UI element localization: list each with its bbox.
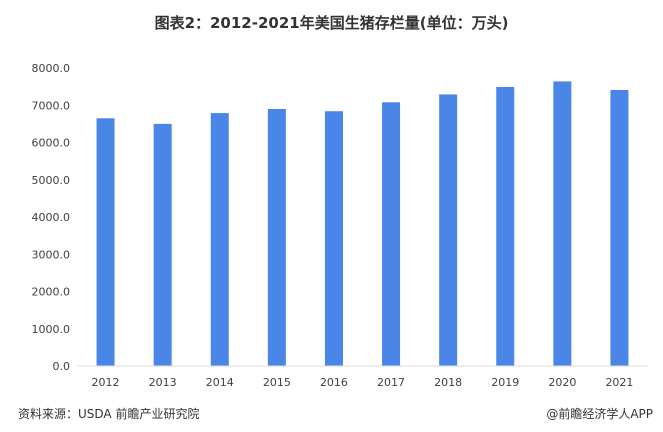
x-tick-label: 2014 xyxy=(206,376,234,389)
y-tick-label: 6000.0 xyxy=(32,137,71,150)
y-tick-label: 2000.0 xyxy=(32,286,71,299)
bar-2013 xyxy=(153,123,172,366)
y-tick-label: 0.0 xyxy=(53,360,71,373)
x-tick-label: 2012 xyxy=(92,376,120,389)
bar-2015 xyxy=(267,108,286,366)
bar-2014 xyxy=(210,113,229,366)
y-tick-label: 5000.0 xyxy=(32,174,71,187)
y-tick-label: 3000.0 xyxy=(32,248,71,261)
x-tick-label: 2019 xyxy=(491,376,519,389)
y-tick-label: 1000.0 xyxy=(32,323,71,336)
source-note: 资料来源：USDA 前瞻产业研究院 xyxy=(18,407,200,421)
y-tick-label: 8000.0 xyxy=(32,62,71,75)
x-tick-label: 2015 xyxy=(263,376,291,389)
x-tick-label: 2018 xyxy=(434,376,462,389)
x-tick-label: 2013 xyxy=(149,376,177,389)
bar-2020 xyxy=(553,81,572,366)
bar-2019 xyxy=(496,86,515,366)
y-tick-label: 7000.0 xyxy=(32,99,71,112)
bars xyxy=(96,81,629,367)
bar-2012 xyxy=(96,118,115,366)
x-tick-label: 2017 xyxy=(377,376,405,389)
chart-title: 图表2：2012-2021年美国生猪存栏量(单位：万头) xyxy=(154,14,509,32)
x-tick-label: 2021 xyxy=(605,376,633,389)
x-axis: 2012 2013 2014 2015 2016 2017 2018 2019 2020 2021 xyxy=(77,365,648,389)
brand-credit: @前瞻经济学人APP xyxy=(546,407,653,421)
x-tick-label: 2016 xyxy=(320,376,348,389)
y-tick-label: 4000.0 xyxy=(32,211,71,224)
y-axis: 0.0 1000.0 2000.0 3000.0 4000.0 5000.0 6000.0 7… xyxy=(32,62,71,373)
bar-2018 xyxy=(439,94,458,366)
bar-2017 xyxy=(382,102,401,367)
bar-2016 xyxy=(324,111,343,367)
x-tick-label: 2020 xyxy=(548,376,576,389)
bar-2021 xyxy=(610,89,629,366)
